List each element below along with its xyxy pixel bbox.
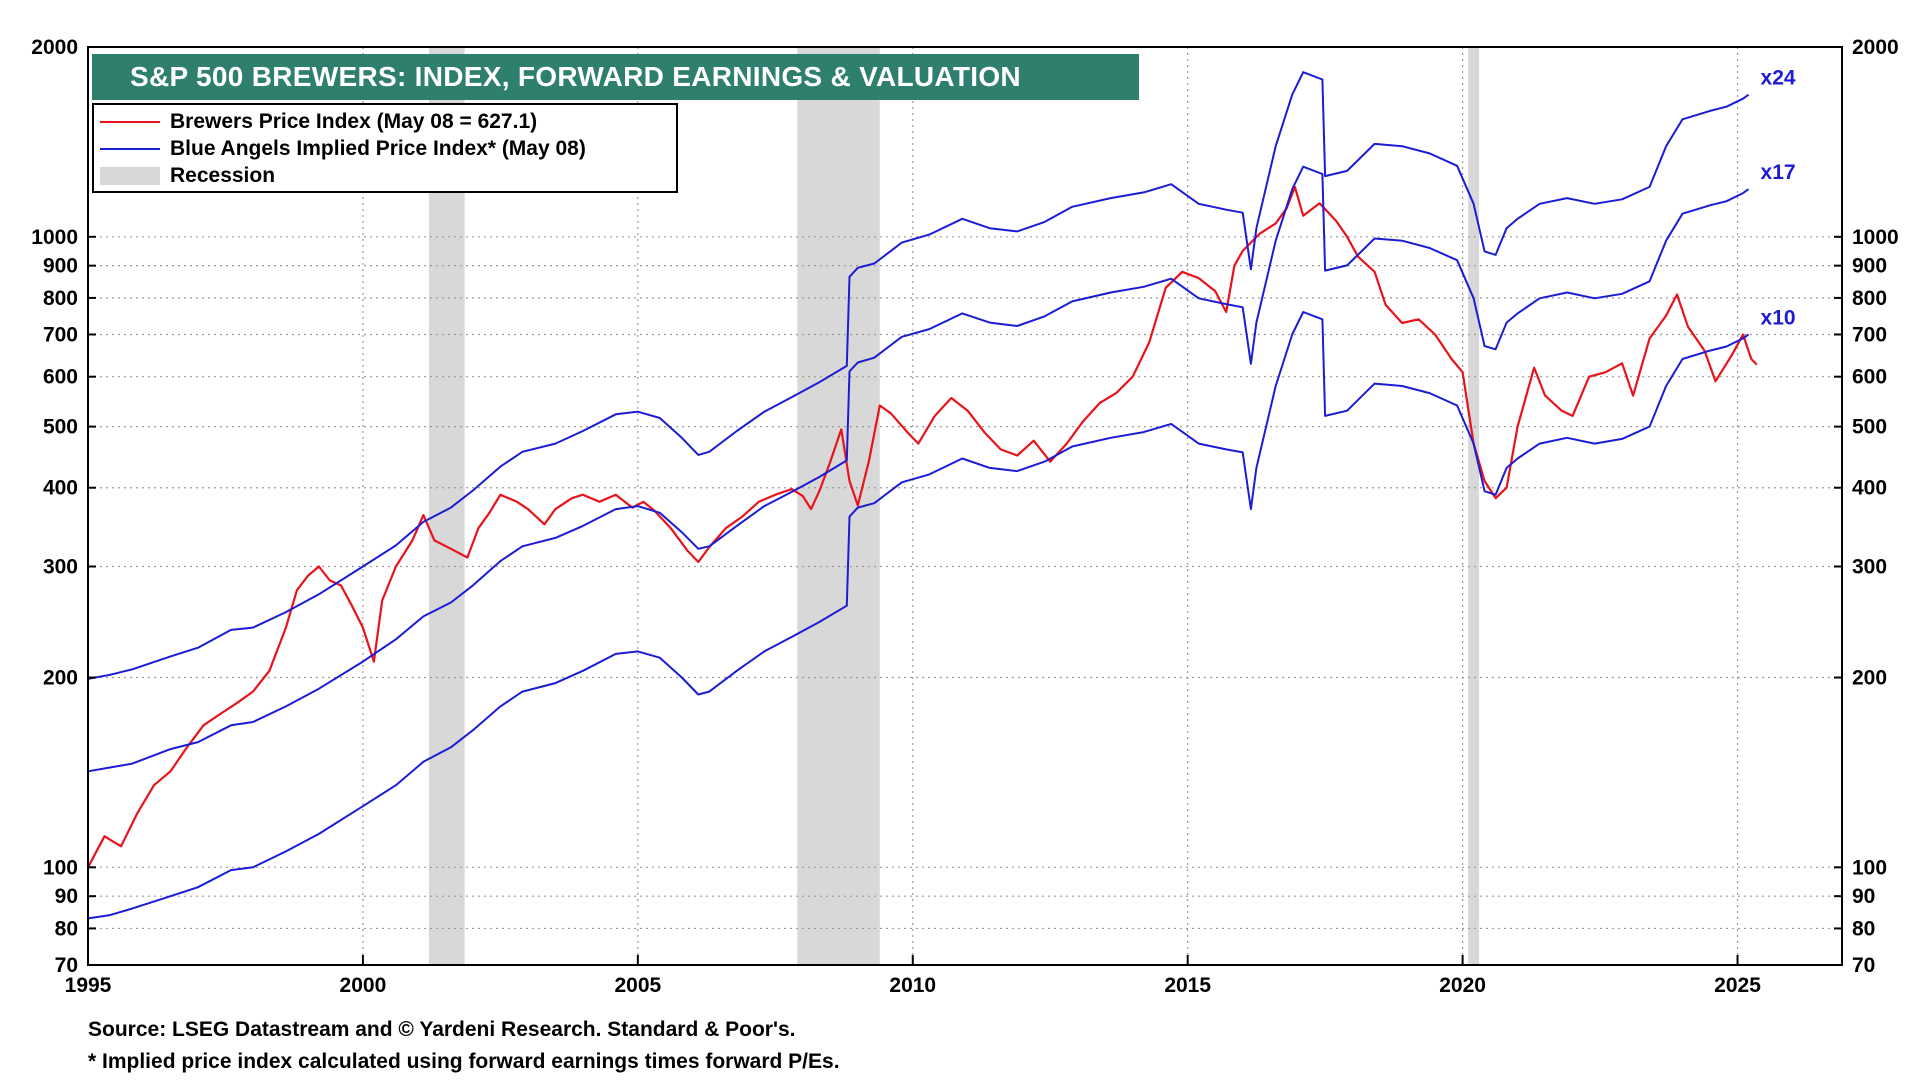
recession-band-1 [428,47,465,965]
y-tick-label-right: 70 [1852,954,1875,977]
series-x17-line [87,165,1750,773]
x-tick-label: 2025 [1714,974,1761,997]
x-tick-label: 2005 [614,974,661,997]
y-tick-label-left: 2000 [31,36,78,59]
series-lines [87,71,1758,920]
y-tick-label-left: 80 [55,917,78,940]
legend-label-recession: Recession [170,164,276,187]
series-label-x10: x10 [1761,306,1796,329]
y-tick-label-right: 300 [1852,555,1887,578]
source-note: Source: LSEG Datastream and © Yardeni Re… [88,1018,796,1041]
y-tick-label-right: 400 [1852,477,1887,500]
y-tick-label-right: 80 [1852,917,1875,940]
y-tick-label-left: 200 [43,667,78,690]
series-end-labels: x24 x17 x10 [1761,67,1796,330]
y-tick-label-right: 500 [1852,416,1887,439]
y-tick-label-left: 90 [55,885,78,908]
y-tick-label-left: 70 [55,954,78,977]
y-tick-label-left: 600 [43,366,78,389]
x-tick-label: 2020 [1439,974,1486,997]
legend-swatch-recession [100,167,160,185]
y-tick-label-right: 1000 [1852,226,1899,249]
y-tick-label-right: 900 [1852,255,1887,278]
y-tick-label-right: 600 [1852,366,1887,389]
series-label-x24: x24 [1761,67,1796,90]
legend-item-implied: Blue Angels Implied Price Index* (May 08… [100,136,586,162]
footnote: * Implied price index calculated using f… [88,1050,840,1073]
series-x24-line [87,71,1750,680]
y-tick-label-right: 100 [1852,856,1887,879]
legend-label-implied: Blue Angels Implied Price Index* (May 08… [170,137,586,160]
legend-item-recession: Recession [100,163,275,189]
y-tick-label-right: 700 [1852,323,1887,346]
y-tick-label-left: 800 [43,287,78,310]
series-x10-line [87,311,1750,920]
legend-swatch-price [100,121,160,123]
y-tick-label-left: 100 [43,856,78,879]
recession-band-3 [1468,47,1480,965]
gridlines [88,47,1842,965]
axes: 70 70 80 80 90 90 100 100 200 200 300 300 400 400 500 5… [31,36,1898,997]
legend-label-price: Brewers Price Index (May 08 = 627.1) [170,110,538,133]
y-tick-label-right: 90 [1852,885,1875,908]
y-tick-label-left: 500 [43,416,78,439]
series-label-x17: x17 [1761,161,1796,184]
y-tick-label-right: 200 [1852,667,1887,690]
y-tick-label-left: 400 [43,477,78,500]
legend-item-price: Brewers Price Index (May 08 = 627.1) [100,109,537,135]
x-tick-label: 2000 [340,974,387,997]
series-price-line [87,185,1758,868]
chart-title: S&P 500 BREWERS: INDEX, FORWARD EARNINGS… [92,54,1139,100]
y-tick-label-left: 1000 [31,226,78,249]
x-tick-label: 2015 [1164,974,1211,997]
plot-frame [87,46,1843,966]
y-tick-label-left: 700 [43,323,78,346]
y-tick-label-right: 2000 [1852,36,1899,59]
y-tick-label-right: 800 [1852,287,1887,310]
y-tick-label-left: 300 [43,555,78,578]
legend-swatch-implied [100,148,160,150]
x-tick-label: 2010 [889,974,936,997]
legend: Brewers Price Index (May 08 = 627.1) Blu… [92,103,678,193]
x-tick-label: 1995 [65,974,112,997]
y-tick-label-left: 900 [43,255,78,278]
